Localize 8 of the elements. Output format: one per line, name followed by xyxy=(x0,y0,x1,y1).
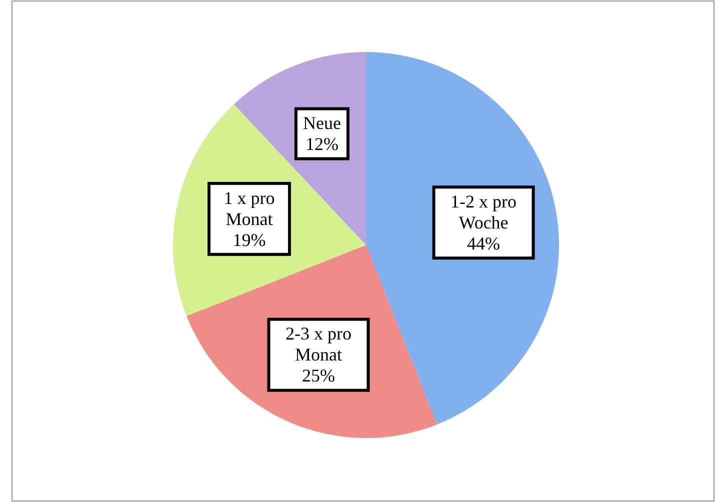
data-label: 44% xyxy=(467,233,500,254)
slice-label: 2-3 x pro Monat xyxy=(285,324,352,365)
data-label: 12% xyxy=(305,134,338,154)
slice-label: 1 x pro Monat xyxy=(224,188,275,229)
slice-label: Neue xyxy=(302,113,341,134)
data-label: 25% xyxy=(302,366,335,386)
data-label: 19% xyxy=(232,230,266,250)
slice-label: 1-2 x pro Woche xyxy=(450,191,517,232)
